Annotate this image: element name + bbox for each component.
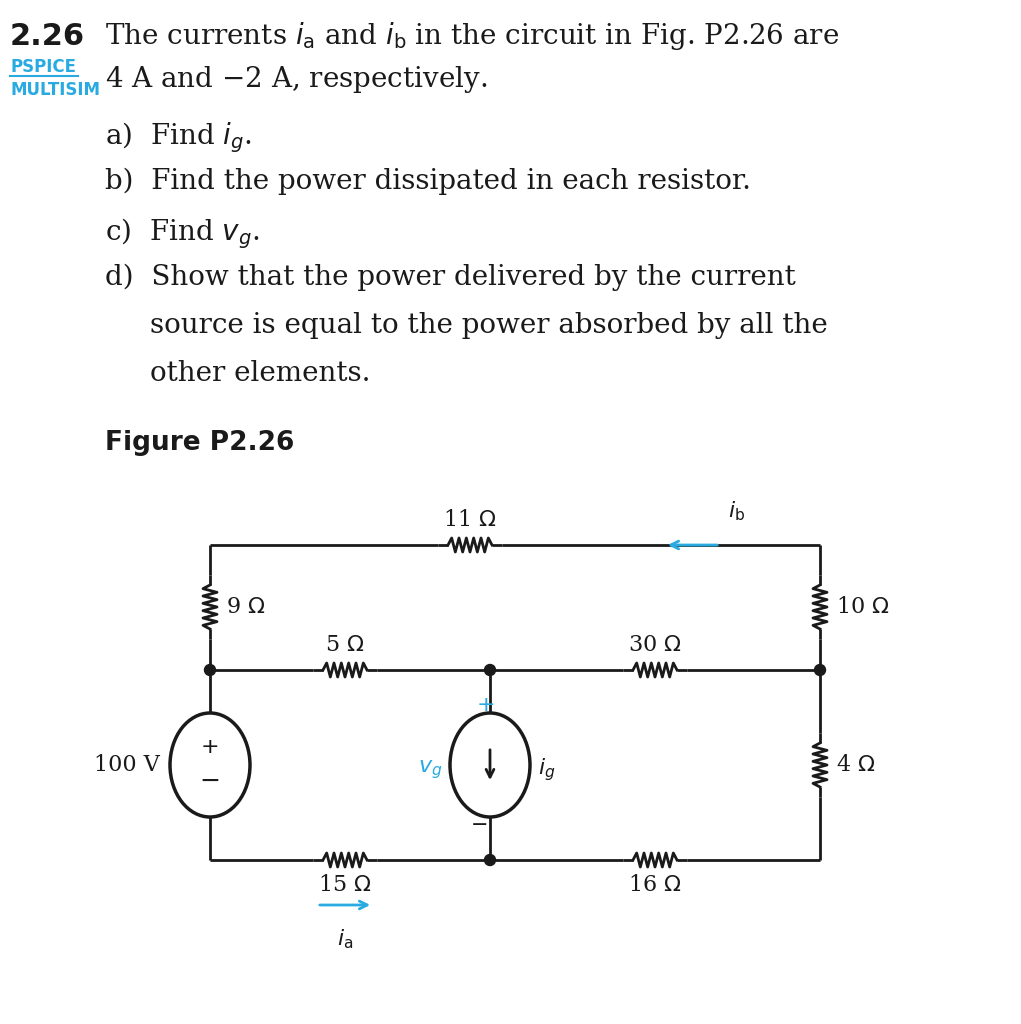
Text: $i_{\rm a}$: $i_{\rm a}$ — [337, 927, 353, 950]
Text: $i_g$: $i_g$ — [538, 757, 555, 783]
Circle shape — [204, 665, 215, 676]
Text: 16 $\Omega$: 16 $\Omega$ — [628, 874, 682, 896]
Circle shape — [815, 665, 826, 676]
Text: $v_g$: $v_g$ — [418, 759, 442, 781]
Text: d)  Show that the power delivered by the current: d) Show that the power delivered by the … — [105, 264, 795, 292]
Text: The currents $i_{\rm a}$ and $i_{\rm b}$ in the circuit in Fig. P2.26 are: The currents $i_{\rm a}$ and $i_{\rm b}$… — [105, 20, 839, 52]
Text: +: + — [201, 737, 220, 757]
Text: 10 $\Omega$: 10 $\Omega$ — [836, 596, 889, 618]
Text: PSPICE: PSPICE — [10, 58, 76, 76]
Text: c)  Find $v_g$.: c) Find $v_g$. — [105, 216, 259, 251]
Text: 5 $\Omega$: 5 $\Omega$ — [326, 634, 364, 656]
Text: 100 V: 100 V — [94, 754, 160, 776]
Text: Figure P2.26: Figure P2.26 — [105, 430, 294, 456]
Ellipse shape — [171, 713, 250, 817]
Text: 4 A and $-$2 A, respectively.: 4 A and $-$2 A, respectively. — [105, 63, 487, 95]
Text: +: + — [477, 695, 495, 715]
Text: 30 $\Omega$: 30 $\Omega$ — [628, 634, 682, 656]
Text: 2.26: 2.26 — [10, 22, 85, 51]
Circle shape — [485, 665, 495, 676]
Text: MULTISIM: MULTISIM — [10, 81, 100, 99]
Text: 11 $\Omega$: 11 $\Omega$ — [443, 509, 497, 531]
Circle shape — [485, 854, 495, 865]
Text: other elements.: other elements. — [150, 360, 371, 387]
Text: a)  Find $i_g$.: a) Find $i_g$. — [105, 120, 252, 155]
Text: 15 $\Omega$: 15 $\Omega$ — [319, 874, 372, 896]
Text: 9 $\Omega$: 9 $\Omega$ — [226, 596, 265, 618]
Text: −: − — [199, 769, 221, 793]
Text: b)  Find the power dissipated in each resistor.: b) Find the power dissipated in each res… — [105, 168, 751, 196]
Text: $i_{\rm b}$: $i_{\rm b}$ — [728, 500, 745, 523]
Ellipse shape — [450, 713, 530, 817]
Text: source is equal to the power absorbed by all the: source is equal to the power absorbed by… — [150, 312, 828, 339]
Text: 4 $\Omega$: 4 $\Omega$ — [836, 754, 875, 776]
Text: −: − — [471, 815, 488, 835]
